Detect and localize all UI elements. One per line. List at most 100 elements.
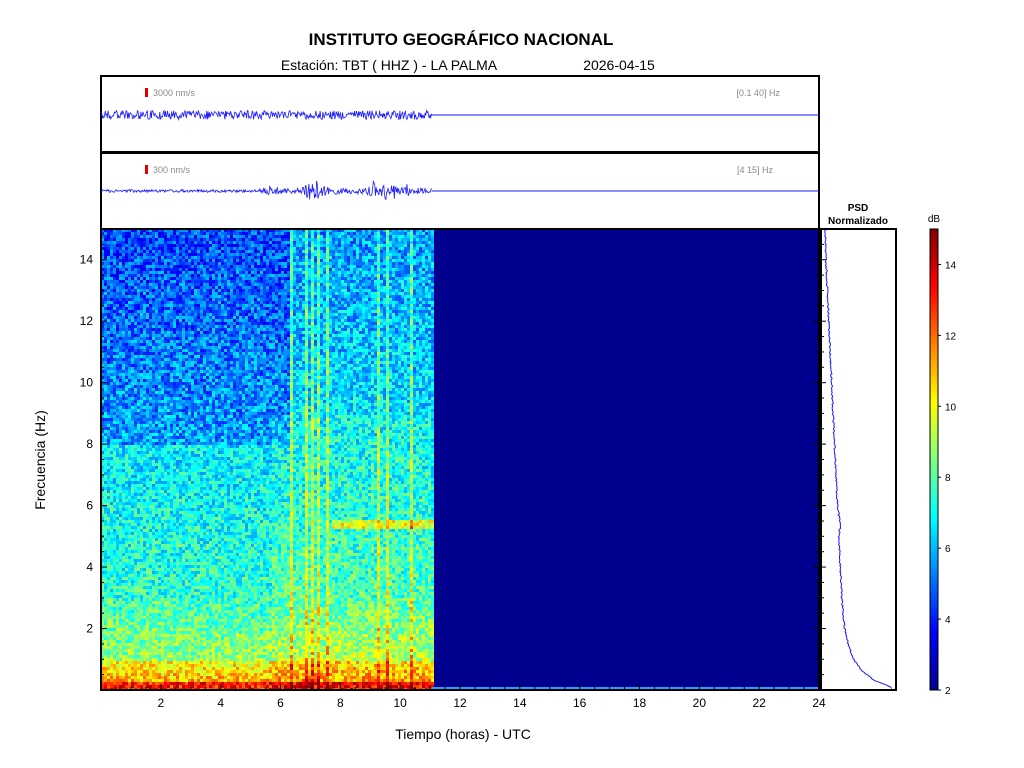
spectrogram-cell-4893: [194, 586, 197, 589]
spectrogram-cell-736: [113, 589, 116, 592]
spectrogram-cell-578: [110, 577, 113, 580]
spectrogram-cell-705: [113, 496, 116, 499]
spectrogram-cell-2407: [146, 520, 149, 523]
spectrogram-cell-1311: [125, 466, 128, 469]
spectrogram-cell-4175: [182, 280, 185, 283]
spectrogram-cell-2590: [149, 607, 152, 610]
spectrogram-cell-1901: [137, 388, 140, 391]
spectrogram-cell-2834: [155, 415, 158, 418]
spectrogram-cell-337: [107, 316, 110, 319]
spectrogram-cell-1572: [131, 325, 134, 328]
spectrogram-cell-4429: [185, 580, 188, 583]
spectrogram-cell-3168: [161, 493, 164, 496]
spectrogram-cell-4603: [188, 640, 191, 643]
spectrogram-cell-4635: [191, 274, 194, 277]
spectrogram-cell-978: [119, 391, 122, 394]
spectrogram-cell-2398: [146, 493, 149, 496]
spectrogram-cell-241: [104, 490, 107, 493]
spectrogram-cell-671: [113, 394, 116, 397]
spectrogram-cell-171: [104, 280, 107, 283]
spectrogram-cell-3215: [161, 634, 164, 637]
spectrogram-cell-2529: [149, 424, 152, 427]
spectrogram-cell-1776: [134, 475, 137, 478]
spectrogram-cell-1253: [125, 292, 128, 295]
spectrogram-cell-2076: [140, 451, 143, 454]
spectrogram-cell-1928: [137, 469, 140, 472]
spectrogram-cell-3315: [164, 472, 167, 475]
spectrogram-cell-4604: [188, 643, 191, 646]
spectrogram-cell-3673: [170, 622, 173, 625]
spectrogram-cell-361: [107, 388, 110, 391]
spectrogram-cell-3446: [167, 403, 170, 406]
spectrogram-cell-2458: [146, 673, 149, 676]
spectrogram-cell-1155: [122, 460, 125, 463]
spectrogram-cell-2198: [143, 355, 146, 358]
spectrogram-cell-3027: [158, 532, 161, 535]
spectrogram-cell-2726: [152, 553, 155, 556]
spectrogram-cell-1704: [134, 259, 137, 262]
spectrogram-cell-1245: [125, 268, 128, 271]
spectrogram-cell-4530: [188, 421, 191, 424]
spectrogram-cell-1047: [119, 598, 122, 601]
spectrogram-cell-3292: [164, 403, 167, 406]
spectrogram-cell-4965: [197, 340, 200, 343]
spectrogram-cell-3897: [176, 370, 179, 373]
spectrogram-cell-1287: [125, 394, 128, 397]
spectrogram-cell-684: [113, 433, 116, 436]
spectrogram-cell-3607: [170, 424, 173, 427]
spectrogram-cell-3488: [167, 529, 170, 532]
spectrogram-cell-2386: [146, 457, 149, 460]
spectrogram-cell-2934: [158, 253, 161, 256]
spectrogram-cell-1797: [134, 538, 137, 541]
spectrogram-cell-2428: [146, 583, 149, 586]
spectrogram-cell-1098: [122, 289, 125, 292]
spectrogram-cell-1742: [134, 373, 137, 376]
spectrogram-cell-432: [107, 601, 110, 604]
spectrogram-cell-1087: [122, 256, 125, 259]
spectrogram-cell-2651: [152, 328, 155, 331]
spectrogram-cell-4048: [179, 361, 182, 364]
scale-bar-1: [145, 88, 148, 97]
spectrogram-cell-2391: [146, 472, 149, 475]
spectrogram-cell-2006: [140, 241, 143, 244]
spectrogram-cell-4873: [194, 526, 197, 529]
spectrogram-cell-4184: [182, 307, 185, 310]
spectrogram-cell-4147: [179, 658, 182, 661]
spectrogram-cell-4510: [188, 361, 191, 364]
spectrogram-cell-3851: [176, 232, 179, 235]
spectrogram-cell-3360: [164, 607, 167, 610]
spectrogram-cell-1309: [125, 460, 128, 463]
spectrogram-cell-1142: [122, 421, 125, 424]
spectrogram-cell-856: [116, 487, 119, 490]
spectrogram-cell-2955: [158, 316, 161, 319]
spectrogram-cell-4031: [179, 310, 182, 313]
spectrogram-cell-4035: [179, 322, 182, 325]
spectrogram-cell-1709: [134, 274, 137, 277]
spectrogram-cell-3242: [164, 253, 167, 256]
spectrogram-cell-536: [110, 451, 113, 454]
spectrogram-cell-4148: [179, 661, 182, 664]
spectrogram-cell-4950: [197, 295, 200, 298]
spectrogram-cell-3881: [176, 322, 179, 325]
spectrogram-cell-285: [104, 622, 107, 625]
spectrogram-cell-909: [116, 646, 119, 649]
spectrogram-cell-3701: [173, 244, 176, 247]
spectrogram-cell-3735: [173, 346, 176, 349]
spectrogram-cell-1051: [119, 610, 122, 613]
spectrogram-cell-1151: [122, 448, 125, 451]
spectrogram-cell-4275: [182, 580, 185, 583]
spectrogram-cell-4136: [179, 625, 182, 628]
spectrogram-cell-438: [107, 619, 110, 622]
spectrogram-cell-3739: [173, 358, 176, 361]
spectrogram-cell-2897: [155, 604, 158, 607]
spectrogram-cell-1422: [128, 337, 131, 340]
spectrogram-cell-4086: [179, 475, 182, 478]
spectrogram-cell-579: [110, 580, 113, 583]
spectrogram-cell-495: [110, 328, 113, 331]
spectrogram-cell-216: [104, 415, 107, 418]
spectrogram-cell-1222: [122, 661, 125, 664]
spectrogram-cell-3470: [167, 475, 170, 478]
spectrogram-cell-2387: [146, 460, 149, 463]
spectrogram-cell-2902: [155, 619, 158, 622]
spectrogram-cell-4915: [194, 652, 197, 655]
